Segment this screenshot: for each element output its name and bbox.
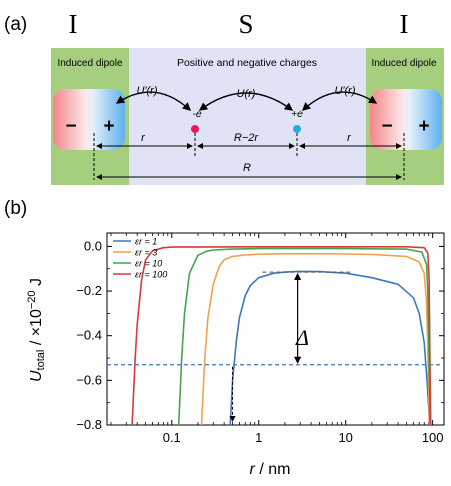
positive-charge-dot <box>293 125 301 133</box>
panel-a-label: (a) <box>4 14 27 35</box>
series-line-2 <box>200 253 431 425</box>
y-tick-label: −0.6 <box>76 372 102 387</box>
legend-label-2: εr = 3 <box>135 248 157 258</box>
dipole-left-minus: − <box>65 116 76 137</box>
annotations <box>107 271 444 422</box>
x-tick-label: 0.1 <box>163 430 181 445</box>
dipole-left-block <box>53 89 125 150</box>
charges-label: Positive and negative charges <box>177 57 317 69</box>
legend-label-3: εr = 10 <box>135 259 162 269</box>
panel-b-label: (b) <box>4 198 27 219</box>
series-line-1 <box>229 270 431 425</box>
potential-left-label: U'(r) <box>136 85 157 97</box>
y-tick-label: −0.8 <box>76 417 102 432</box>
y-tick-label: 0.0 <box>84 238 102 253</box>
series-line-4 <box>131 246 432 425</box>
delta-label: Δ <box>295 325 309 350</box>
potential-right-label: U'(r) <box>334 85 355 97</box>
distance-R-2r-label: R−2r <box>234 132 259 144</box>
induced-dipole-right-label: Induced dipole <box>371 58 436 69</box>
plot-frame <box>106 232 445 426</box>
interaction-arc-left <box>115 91 192 111</box>
region-right-label: I <box>400 9 409 39</box>
distance-r-right-label: r <box>347 132 352 144</box>
negative-charge-dot <box>191 125 199 133</box>
axes: 0.1 1 10 100 0.0 −0.2 −0.4 −0.6 −0.8 <box>76 233 444 445</box>
induced-dipole-left-label: Induced dipole <box>57 58 122 69</box>
distance-r-left-label: r <box>141 132 146 144</box>
legend-label-1: εr = 1 <box>135 237 157 247</box>
region-left-label: I <box>69 9 78 39</box>
y-tick-label: −0.4 <box>76 328 102 343</box>
interaction-arc-right <box>301 91 378 111</box>
distance-R-label: R <box>243 162 251 174</box>
legend-label-4: εr = 100 <box>135 270 167 280</box>
x-tick-label: 1 <box>255 430 262 445</box>
y-axis-label: Utotal / ×10−20 J <box>26 278 47 382</box>
curves <box>131 246 432 425</box>
x-tick-label: 100 <box>422 430 444 445</box>
semiconductor-region <box>129 48 366 185</box>
interaction-arc-middle <box>198 92 294 111</box>
series-line-3 <box>177 247 431 425</box>
dipole-right-plus: + <box>418 116 429 137</box>
distance-guides <box>93 133 405 180</box>
x-tick-label: 10 <box>338 430 352 445</box>
dipole-right-block <box>370 89 442 150</box>
potential-middle-label: U(r) <box>237 88 256 100</box>
x-axis-label: r / nm <box>250 461 291 478</box>
positive-charge-label: +e <box>291 108 303 120</box>
negative-charge-label: -e <box>192 108 201 120</box>
dipole-left-plus: + <box>103 116 114 137</box>
dipole-right-minus: − <box>381 116 392 137</box>
region-middle-label: S <box>238 9 253 39</box>
y-tick-label: −0.2 <box>76 283 102 298</box>
